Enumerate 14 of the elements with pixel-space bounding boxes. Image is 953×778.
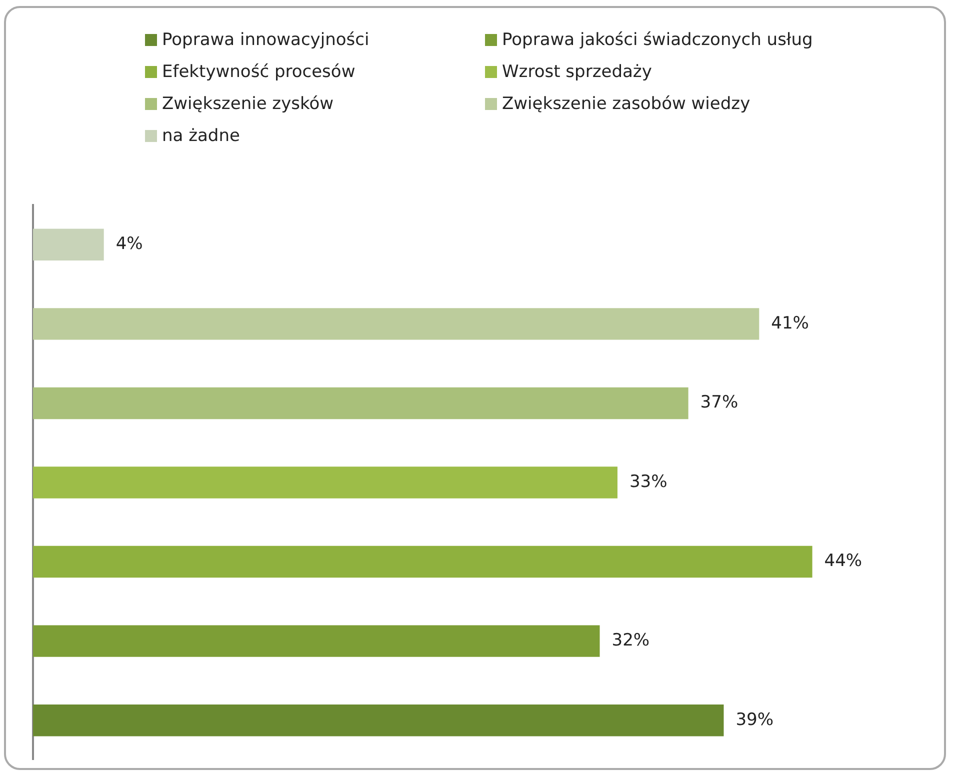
legend-label: Poprawa jakości świadczonych usług <box>502 30 813 50</box>
legend-label: Efektywność procesów <box>162 62 356 82</box>
data-label: 44% <box>824 551 862 572</box>
legend-label: na żadne <box>162 126 240 146</box>
data-label: 4% <box>116 234 143 254</box>
legend-label: Zwiększenie zasobów wiedzy <box>502 94 750 114</box>
data-label: 39% <box>736 710 774 730</box>
data-label: 33% <box>629 472 668 492</box>
data-label: 37% <box>700 392 738 413</box>
data-label: 41% <box>771 313 809 334</box>
legend-label: Zwiększenie zysków <box>162 94 334 114</box>
legend-label: Wzrost sprzedaży <box>502 62 652 82</box>
data-label: 32% <box>612 630 650 650</box>
legend-label: Poprawa innowacyjności <box>162 30 370 50</box>
